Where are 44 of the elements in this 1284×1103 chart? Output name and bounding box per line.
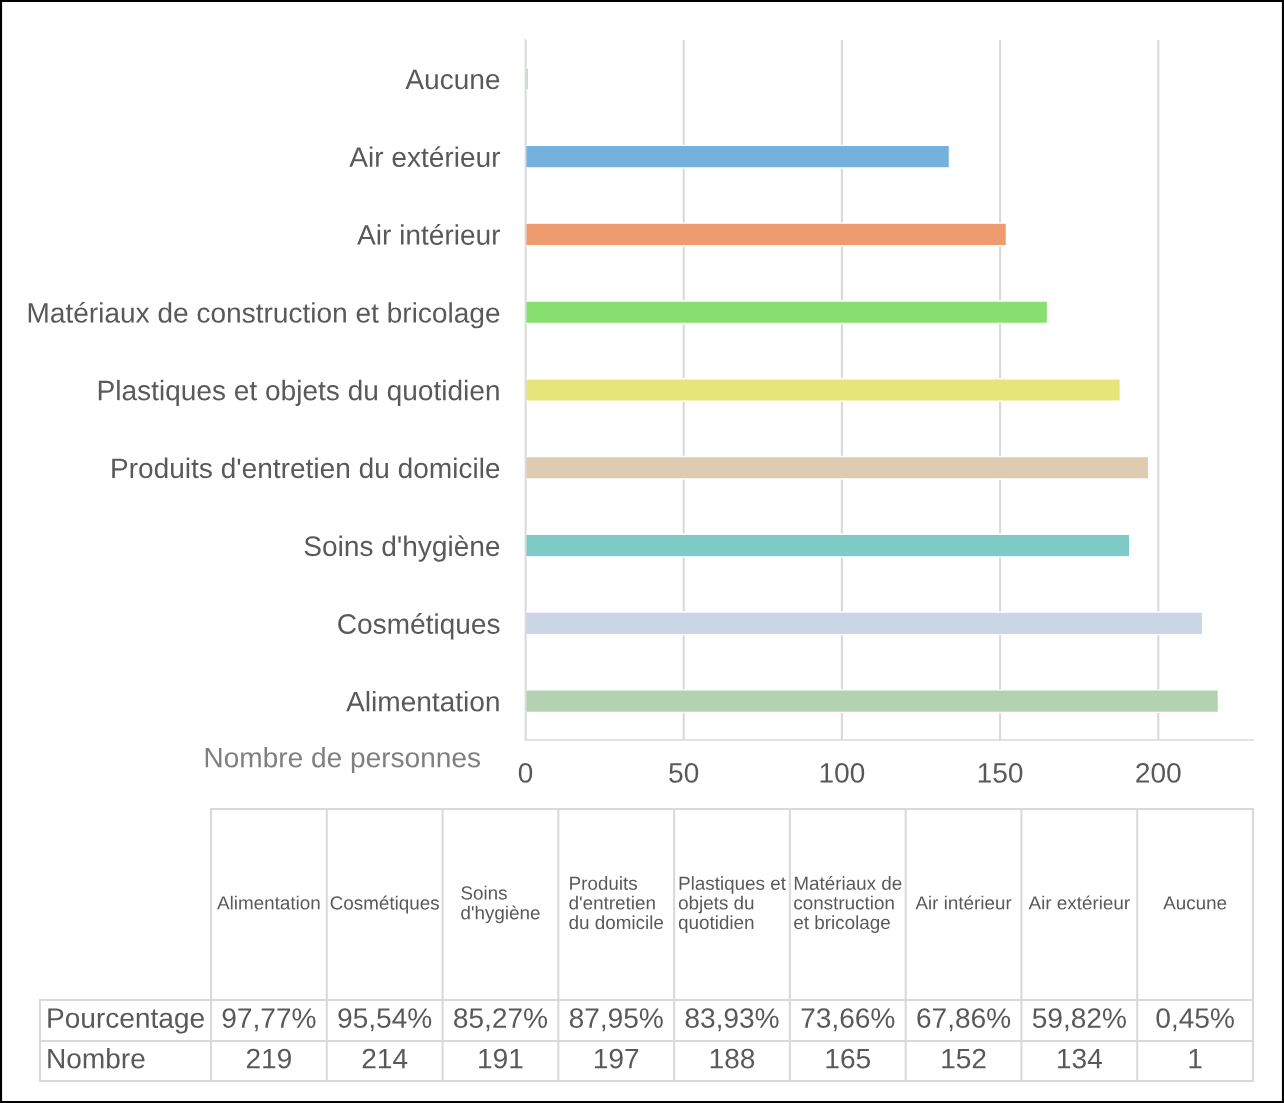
- category-label: Soins d'hygiène: [461, 885, 540, 924]
- y-tick-label: Aucune: [405, 69, 500, 90]
- category-label: Air extérieur: [1028, 895, 1130, 910]
- x-tick-label: 0: [518, 762, 533, 783]
- text: 188: [710, 1048, 755, 1069]
- category-label: Produits d'entretien du domicile: [569, 876, 664, 930]
- category-label: Aucune: [1163, 896, 1227, 910]
- text: 97,77%: [222, 1008, 316, 1032]
- x-tick-label: 50: [669, 762, 699, 783]
- text: 67,86%: [917, 1008, 1011, 1032]
- category-label: Alimentation: [217, 895, 320, 910]
- text: 191: [479, 1048, 523, 1069]
- text: 0,45%: [1156, 1008, 1234, 1032]
- y-tick-label: Matériaux de construction et bricolage: [28, 301, 500, 329]
- y-tick-label: Soins d'hygiène: [304, 535, 500, 562]
- x-axis-title: Nombre de personnes: [205, 746, 481, 774]
- category-label: Plastiques et objets du quotidien: [678, 876, 786, 933]
- text: 219: [246, 1048, 291, 1069]
- y-tick-label: Air intérieur: [357, 223, 501, 245]
- category-label: Air intérieur: [915, 895, 1012, 910]
- y-tick-label: Alimentation: [346, 690, 499, 712]
- text: 85,27%: [454, 1008, 548, 1032]
- text: Pourcentage: [48, 1008, 204, 1034]
- category-label: Cosmétiques: [330, 895, 439, 914]
- y-tick-label: Cosmétiques: [338, 613, 500, 640]
- x-tick-label: 200: [1136, 762, 1181, 783]
- text: 59,82%: [1032, 1008, 1126, 1032]
- text: 214: [362, 1048, 408, 1069]
- text: 197: [594, 1048, 639, 1069]
- text: Nombre: [48, 1047, 145, 1069]
- text: 134: [1058, 1048, 1102, 1069]
- x-tick-label: 100: [820, 762, 865, 783]
- y-tick-label: Produits d'entretien du domicile: [112, 457, 500, 479]
- text: 87,95%: [569, 1008, 663, 1032]
- text: 165: [826, 1048, 871, 1069]
- y-tick-label: Air extérieur: [349, 146, 501, 168]
- text: 1: [1189, 1048, 1202, 1069]
- category-label: Matériaux de construction et bricolage: [794, 875, 902, 933]
- text: 73,66%: [801, 1008, 895, 1032]
- text: 95,54%: [338, 1008, 432, 1032]
- y-tick-label: Plastiques et objets du quotidien: [98, 379, 499, 406]
- x-tick-label: 150: [978, 762, 1023, 783]
- text: 152: [942, 1048, 986, 1069]
- text: 83,93%: [685, 1008, 779, 1032]
